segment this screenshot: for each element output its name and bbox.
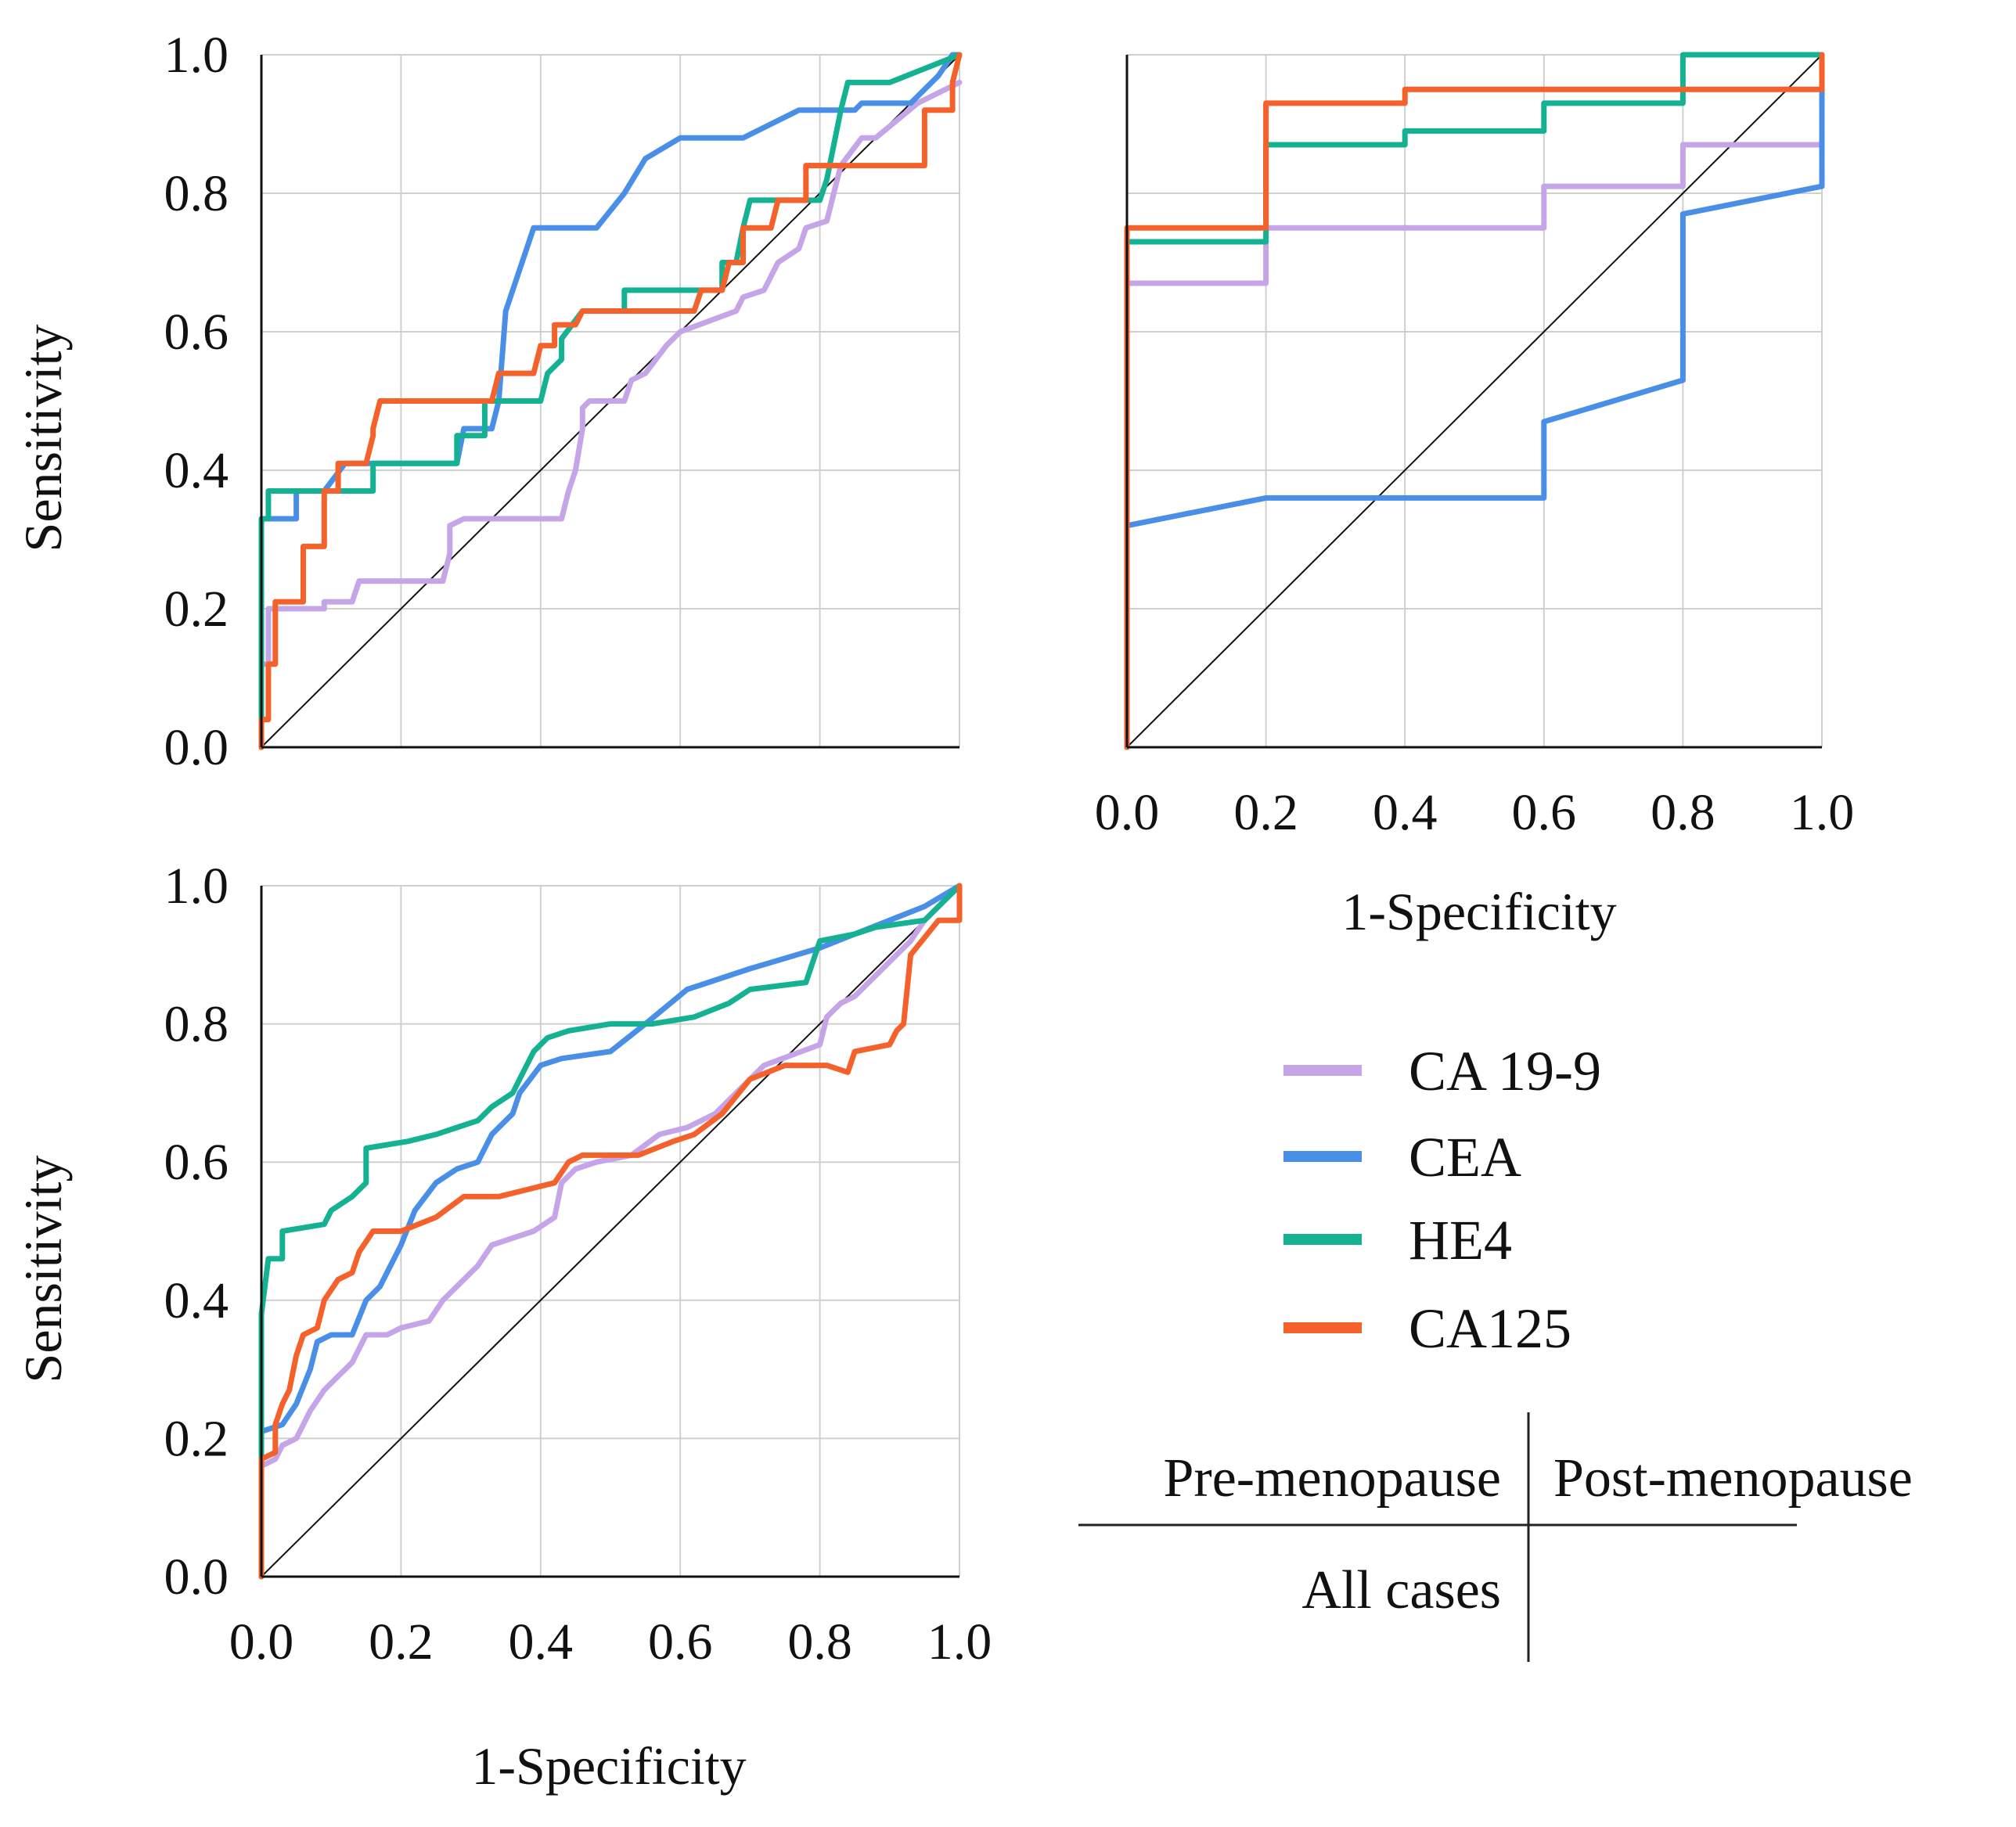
x-tick-label: 0.8 [787, 1613, 852, 1671]
series-line-ca-19-9 [258, 883, 963, 1580]
key-post-menopause: Post-menopause [1553, 1448, 1913, 1509]
y-tick-label: 0.8 [164, 996, 229, 1053]
legend-label: CEA [1409, 1126, 1521, 1189]
legend-item-cea: CEA [1283, 1126, 1521, 1189]
y-tick-label: 0.4 [164, 1272, 229, 1329]
y-tick-label: 0.8 [164, 165, 229, 222]
y-tick-label: 0.6 [164, 304, 229, 361]
y-axis-title: Sensitivity [13, 1156, 73, 1383]
panel-pre-menopause: 0.0 0.2 0.4 0.6 0.8 1.0 Sensitivity [13, 27, 963, 776]
series-line-ca-19-9 [1124, 142, 1825, 750]
key-all-cases: All cases [1301, 1560, 1501, 1620]
y-tick-label: 0.6 [164, 1134, 229, 1191]
x-tick-label: 0.0 [1095, 784, 1160, 841]
y-tick-label: 0.0 [164, 1548, 229, 1606]
x-tick-label: 0.2 [369, 1613, 434, 1671]
panel-all-cases: 0.0 0.2 0.4 0.6 0.8 1.0 0.0 0.2 0.4 0.6 0.8 1.0 Se… [13, 858, 992, 1796]
series-line-cea [1124, 52, 1825, 750]
y-tick-label: 1.0 [164, 27, 229, 84]
x-tick-labels: 0.0 0.2 0.4 0.6 0.8 1.0 [1095, 784, 1855, 841]
y-tick-labels: 0.0 0.2 0.4 0.6 0.8 1.0 [164, 858, 229, 1606]
series-all [258, 883, 963, 1580]
x-tick-label: 0.8 [1651, 784, 1715, 841]
grid-pre [261, 54, 960, 747]
panel-post-menopause: 0.0 0.2 0.4 0.6 0.8 1.0 1-Specificity [1095, 52, 1855, 941]
y-tick-label: 0.2 [164, 581, 229, 638]
x-tick-label: 1.0 [927, 1613, 992, 1671]
series-line-he4 [258, 883, 963, 1580]
legend-label: CA 19-9 [1409, 1040, 1601, 1102]
series-pre [258, 52, 963, 750]
reference-diagonal [1126, 54, 1823, 748]
x-tick-labels: 0.0 0.2 0.4 0.6 0.8 1.0 [229, 1613, 992, 1671]
legend-item-he4: HE4 [1283, 1209, 1512, 1271]
panel-layout-key: Pre-menopause Post-menopause All cases [1078, 1412, 1913, 1662]
reference-diagonal [261, 885, 960, 1577]
series-line-cea [258, 883, 963, 1580]
legend-item-ca125: CA125 [1283, 1297, 1571, 1360]
x-tick-label: 0.6 [1512, 784, 1577, 841]
legend-item-ca199: CA 19-9 [1283, 1040, 1601, 1102]
x-axis-title: 1-Specificity [471, 1736, 746, 1796]
y-axis-title: Sensitivity [13, 325, 73, 552]
series-line-ca125 [1124, 52, 1825, 750]
x-tick-label: 1.0 [1790, 784, 1855, 841]
y-tick-label: 0.2 [164, 1410, 229, 1467]
legend-label: CA125 [1409, 1297, 1571, 1360]
key-pre-menopause: Pre-menopause [1163, 1448, 1501, 1509]
legend: CA 19-9 CEA HE4 CA125 [1283, 1040, 1601, 1360]
x-axis-title: 1-Specificity [1341, 882, 1616, 941]
x-tick-label: 0.2 [1233, 784, 1298, 841]
y-tick-label: 1.0 [164, 858, 229, 915]
x-tick-label: 0.4 [509, 1613, 574, 1671]
y-tick-label: 0.4 [164, 442, 229, 499]
x-tick-label: 0.0 [229, 1613, 294, 1671]
series-post [1124, 52, 1825, 750]
legend-label: HE4 [1409, 1209, 1512, 1271]
x-tick-label: 0.6 [648, 1613, 713, 1671]
y-tick-label: 0.0 [164, 719, 229, 776]
series-line-ca-19-9 [258, 79, 963, 750]
series-line-ca125 [258, 883, 963, 1580]
series-line-ca125 [258, 52, 963, 750]
y-tick-labels: 0.0 0.2 0.4 0.6 0.8 1.0 [164, 27, 229, 776]
x-tick-label: 0.4 [1373, 784, 1438, 841]
